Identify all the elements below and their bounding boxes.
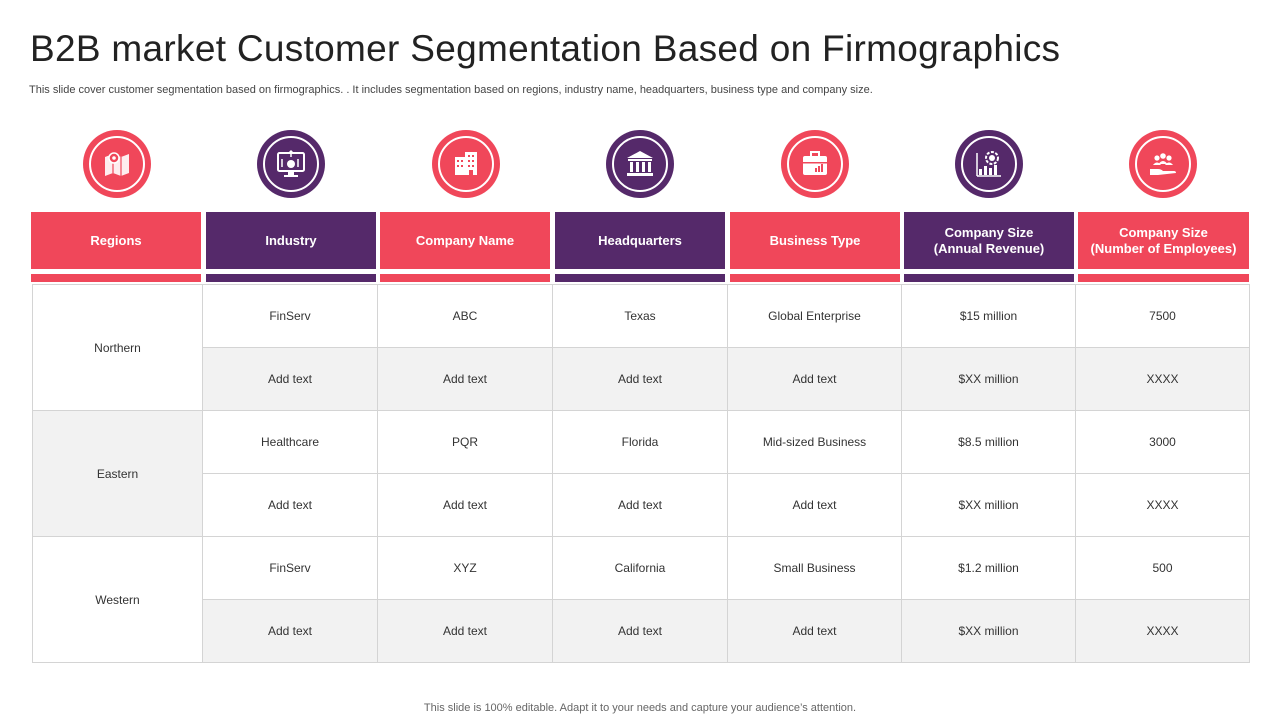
table-cell: $1.2 million: [901, 536, 1076, 600]
table-cell: Healthcare: [202, 410, 378, 474]
slide-footer: This slide is 100% editable. Adapt it to…: [423, 702, 857, 714]
accent-bar: [904, 274, 1074, 282]
map-pin-icon: [83, 130, 151, 198]
table-cell: $8.5 million: [901, 410, 1076, 474]
table-cell: FinServ: [202, 536, 378, 600]
table-cell: Add text: [377, 347, 553, 411]
header-employees: Company Size (Number of Employees): [1078, 212, 1249, 269]
region-cell: Western: [32, 536, 203, 663]
table-row: Western FinServ XYZ California Small Bus…: [32, 536, 1250, 663]
table-cell: Texas: [552, 284, 728, 348]
table-cell: Add text: [552, 347, 728, 411]
table-cell: Add text: [377, 473, 553, 537]
header-headquarters: Headquarters: [555, 212, 725, 269]
table-cell: FinServ: [202, 284, 378, 348]
accent-bar: [206, 274, 376, 282]
monitor-dollar-icon: [257, 130, 325, 198]
table-cell: XXXX: [1075, 473, 1250, 537]
table-cell: PQR: [377, 410, 553, 474]
table-cell: XXXX: [1075, 347, 1250, 411]
table-cell: 500: [1075, 536, 1250, 600]
table-cell: California: [552, 536, 728, 600]
header-company-name: Company Name: [380, 212, 550, 269]
table-cell: XXXX: [1075, 599, 1250, 663]
table-cell: Add text: [202, 599, 378, 663]
table-cell: $XX million: [901, 599, 1076, 663]
header-regions: Regions: [31, 212, 201, 269]
table-cell: ABC: [377, 284, 553, 348]
accent-bar: [730, 274, 900, 282]
table-row: Add text Add text Add text Add text $XX …: [33, 599, 1250, 663]
table-row: Add text Add text Add text Add text $XX …: [33, 347, 1250, 411]
table-row: Add text Add text Add text Add text $XX …: [33, 473, 1250, 537]
table-cell: Add text: [552, 473, 728, 537]
table-cell: 3000: [1075, 410, 1250, 474]
region-cell: Eastern: [32, 410, 203, 537]
table-cell: Add text: [202, 347, 378, 411]
slide-title: B2B market Customer Segmentation Based o…: [30, 28, 1061, 69]
header-annual-revenue: Company Size (Annual Revenue): [904, 212, 1074, 269]
table-cell: Florida: [552, 410, 728, 474]
table-row: Northern FinServ ABC Texas Global Enterp…: [32, 284, 1250, 411]
table-cell: Mid-sized Business: [727, 410, 902, 474]
table-cell: $XX million: [901, 347, 1076, 411]
accent-bar: [31, 274, 201, 282]
table-cell: XYZ: [377, 536, 553, 600]
table-cell: Global Enterprise: [727, 284, 902, 348]
accent-bar: [380, 274, 550, 282]
header-business-type: Business Type: [730, 212, 900, 269]
team-hand-icon: [1129, 130, 1197, 198]
table-cell: Add text: [727, 599, 902, 663]
region-cell: Northern: [32, 284, 203, 411]
accent-bar: [1078, 274, 1249, 282]
segmentation-table: Northern FinServ ABC Texas Global Enterp…: [32, 284, 1250, 663]
revenue-growth-icon: [955, 130, 1023, 198]
table-cell: Add text: [727, 347, 902, 411]
slide-subtitle: This slide cover customer segmentation b…: [29, 84, 873, 96]
table-cell: Add text: [552, 599, 728, 663]
table-cell: Add text: [377, 599, 553, 663]
header-industry: Industry: [206, 212, 376, 269]
table-cell: $15 million: [901, 284, 1076, 348]
accent-bar: [555, 274, 725, 282]
table-cell: $XX million: [901, 473, 1076, 537]
briefcase-chart-icon: [781, 130, 849, 198]
table-cell: Small Business: [727, 536, 902, 600]
table-cell: Add text: [727, 473, 902, 537]
table-cell: 7500: [1075, 284, 1250, 348]
table-row: Eastern Healthcare PQR Florida Mid-sized…: [32, 410, 1250, 537]
bank-building-icon: [606, 130, 674, 198]
office-building-icon: [432, 130, 500, 198]
table-cell: Add text: [202, 473, 378, 537]
